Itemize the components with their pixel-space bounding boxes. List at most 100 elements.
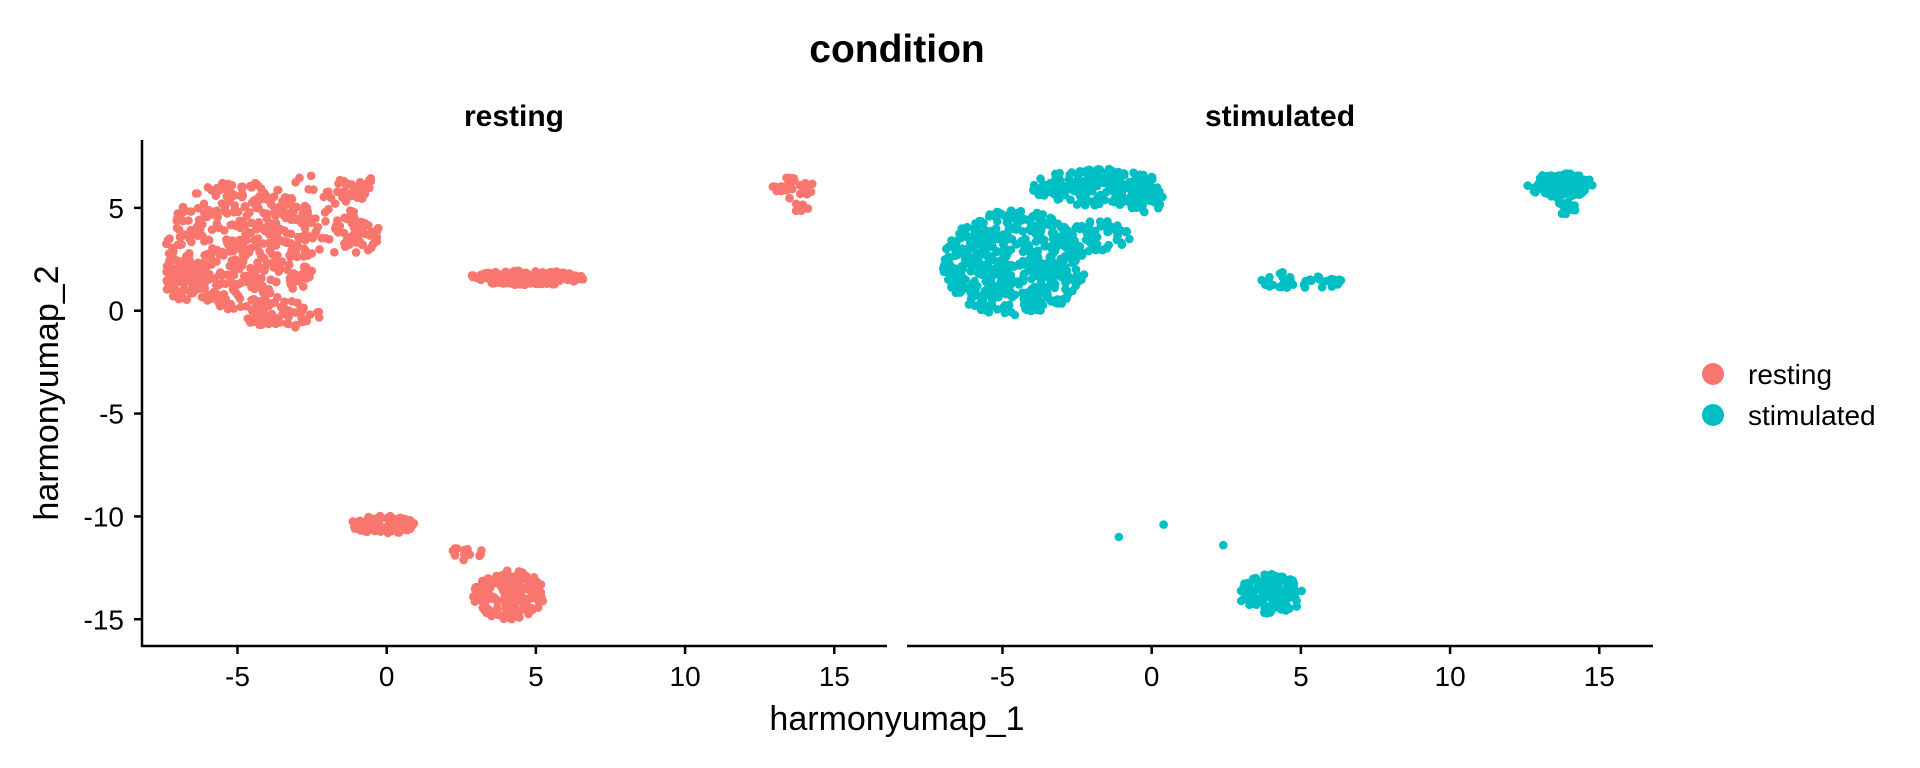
point-stimulated	[987, 273, 996, 283]
point-resting	[162, 261, 172, 271]
point-resting	[275, 224, 285, 234]
point-stimulated	[1129, 168, 1138, 177]
point-stimulated	[976, 250, 985, 260]
point-stimulated	[1106, 184, 1115, 194]
point-resting	[374, 223, 383, 233]
point-resting	[246, 263, 255, 273]
point-resting	[521, 598, 531, 607]
point-stimulated	[1265, 273, 1274, 282]
point-resting	[291, 323, 300, 332]
point-resting	[262, 214, 272, 223]
point-resting	[536, 277, 545, 286]
point-resting	[476, 550, 485, 559]
point-resting	[247, 305, 257, 315]
point-resting	[547, 270, 557, 280]
point-resting	[507, 572, 517, 582]
point-stimulated	[1075, 224, 1084, 234]
point-resting	[506, 583, 515, 592]
point-resting	[492, 595, 502, 605]
point-stimulated	[1541, 174, 1550, 184]
point-stimulated	[944, 242, 953, 252]
point-resting	[293, 232, 303, 242]
point-stimulated	[1050, 283, 1059, 293]
point-stimulated	[989, 292, 998, 301]
point-stimulated	[984, 212, 994, 221]
point-resting	[481, 604, 491, 613]
point-stimulated	[1068, 286, 1077, 296]
point-stimulated	[1257, 585, 1266, 595]
point-stimulated	[1273, 594, 1283, 604]
point-resting	[250, 236, 259, 245]
point-stimulated	[1257, 275, 1266, 285]
point-stimulated	[1135, 180, 1144, 189]
point-resting	[351, 183, 361, 192]
point-resting	[274, 236, 283, 246]
point-stimulated	[1073, 271, 1082, 280]
point-stimulated	[1291, 594, 1300, 603]
x-axis-ticks-stimulated: -5 0 5 10 15	[990, 646, 1615, 692]
point-resting	[326, 193, 336, 203]
point-stimulated	[961, 225, 970, 234]
point-stimulated	[1113, 181, 1122, 191]
point-resting	[559, 268, 569, 278]
point-resting	[492, 607, 502, 617]
x-tick-label: -5	[990, 661, 1015, 692]
point-stimulated	[1058, 186, 1068, 195]
point-stimulated	[1040, 242, 1049, 251]
point-resting	[174, 225, 184, 235]
point-resting	[469, 271, 479, 280]
point-stimulated	[1060, 271, 1070, 281]
point-stimulated	[969, 243, 978, 253]
point-resting	[238, 250, 248, 259]
point-stimulated	[1048, 266, 1058, 275]
point-resting	[243, 314, 252, 323]
point-stimulated	[1056, 232, 1066, 241]
point-stimulated	[992, 209, 1002, 219]
point-stimulated	[1006, 261, 1015, 271]
point-resting	[247, 218, 256, 228]
legend-swatch-stimulated	[1702, 404, 1724, 426]
y-tick-label: -15	[84, 604, 124, 635]
point-resting	[170, 284, 179, 294]
point-stimulated	[1549, 179, 1559, 189]
point-stimulated	[1039, 272, 1048, 281]
point-resting	[193, 189, 202, 198]
point-stimulated	[1250, 585, 1260, 595]
point-resting	[306, 171, 316, 181]
point-stimulated	[1127, 188, 1137, 197]
point-stimulated	[1034, 209, 1043, 219]
point-resting	[300, 271, 309, 281]
point-stimulated	[1056, 176, 1065, 185]
point-stimulated	[1245, 600, 1254, 610]
point-resting	[217, 199, 227, 208]
point-resting	[375, 524, 385, 534]
point-stimulated	[973, 281, 982, 291]
panel-resting	[162, 171, 817, 624]
point-stimulated	[1556, 172, 1566, 182]
point-resting	[516, 274, 526, 283]
point-resting	[230, 279, 240, 289]
point-resting	[273, 251, 282, 260]
point-resting	[512, 587, 522, 596]
point-resting	[499, 614, 509, 624]
point-resting	[359, 219, 368, 229]
point-stimulated	[1055, 240, 1064, 249]
point-resting	[298, 317, 307, 327]
point-stimulated	[1060, 223, 1070, 232]
point-resting	[287, 195, 297, 204]
point-resting	[301, 262, 311, 272]
point-stimulated	[980, 260, 990, 270]
point-resting	[361, 183, 370, 192]
point-resting	[311, 214, 320, 223]
point-resting	[785, 193, 794, 203]
point-stimulated	[1025, 253, 1035, 263]
point-stimulated	[1565, 169, 1575, 179]
x-tick-label: 10	[670, 661, 701, 692]
point-resting	[273, 314, 283, 323]
y-tick-label: 5	[108, 193, 124, 224]
point-resting	[522, 571, 531, 581]
point-resting	[204, 235, 214, 245]
point-resting	[222, 185, 231, 195]
point-resting	[488, 279, 497, 288]
point-resting	[292, 240, 302, 249]
